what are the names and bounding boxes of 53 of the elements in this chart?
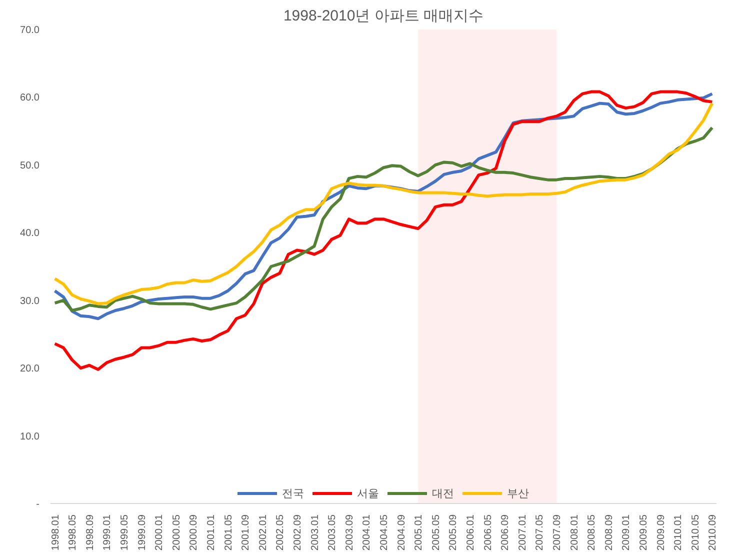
x-tick-label: 2000.09: [188, 514, 200, 551]
x-tick-label: 1998.05: [68, 514, 79, 551]
x-tick-label: 2007.01: [517, 514, 528, 551]
legend-label: 서울: [357, 486, 379, 500]
x-tick-label: 2010.09: [708, 514, 719, 551]
x-tick-label: 2005.05: [430, 514, 442, 551]
x-tick-label: 2009.01: [621, 514, 632, 551]
x-tick-label: 2001.05: [223, 514, 234, 551]
x-tick-label: 2007.05: [534, 514, 546, 551]
x-tick-label: 1998.01: [50, 514, 62, 551]
x-tick-label: 2009.09: [656, 514, 667, 551]
x-tick-label: 2004.09: [396, 514, 408, 551]
y-tick-label: 20.0: [20, 364, 40, 375]
y-tick-label: 70.0: [20, 25, 40, 36]
y-tick-label: 10.0: [20, 431, 40, 442]
x-tick-label: 2008.01: [569, 514, 580, 551]
y-tick-label: 60.0: [20, 92, 40, 104]
x-tick-label: 2010.01: [673, 514, 684, 551]
y-tick-label: 40.0: [20, 228, 40, 240]
x-tick-label: 2005.01: [414, 514, 425, 551]
x-tick-label: 2008.09: [604, 514, 615, 551]
x-tick-label: 1998.09: [84, 514, 96, 551]
x-tick-label: 2010.05: [690, 514, 702, 551]
x-tick-label: 2003.05: [327, 514, 338, 551]
y-tick-label: 30.0: [20, 296, 40, 307]
x-tick-label: 2002.05: [275, 514, 286, 551]
x-tick-label: 2006.05: [482, 514, 494, 551]
legend-label: 부산: [507, 486, 529, 500]
x-tick-label: 2006.09: [500, 514, 512, 551]
x-tick-label: 2004.01: [362, 514, 373, 551]
x-tick-label: 2009.05: [638, 514, 650, 551]
x-tick-label: 2006.01: [465, 514, 476, 551]
x-tick-label: 1999.05: [120, 514, 131, 551]
x-tick-label: 2002.09: [292, 514, 304, 551]
x-tick-label: 2007.09: [552, 514, 563, 551]
x-tick-label: 2000.05: [171, 514, 182, 551]
y-tick-label: -: [36, 499, 40, 510]
chart-title: 1998-2010년 아파트 매매지수: [283, 8, 484, 24]
x-tick-label: 2003.01: [310, 514, 321, 551]
x-tick-label: 2001.09: [240, 514, 252, 551]
x-tick-label: 1999.01: [102, 514, 114, 551]
x-tick-label: 2004.05: [379, 514, 390, 551]
x-tick-label: 2008.05: [586, 514, 598, 551]
x-tick-label: 2005.09: [448, 514, 460, 551]
y-tick-label: 50.0: [20, 160, 40, 172]
x-tick-label: 2001.01: [206, 514, 218, 551]
legend-label: 대전: [432, 486, 454, 500]
x-tick-label: 2000.01: [154, 514, 166, 551]
x-tick-label: 1999.09: [136, 514, 148, 551]
line-series: [53, 90, 714, 371]
legend-label: 전국: [282, 486, 304, 500]
x-tick-label: 2003.09: [344, 514, 356, 551]
x-tick-label: 2002.01: [258, 514, 269, 551]
